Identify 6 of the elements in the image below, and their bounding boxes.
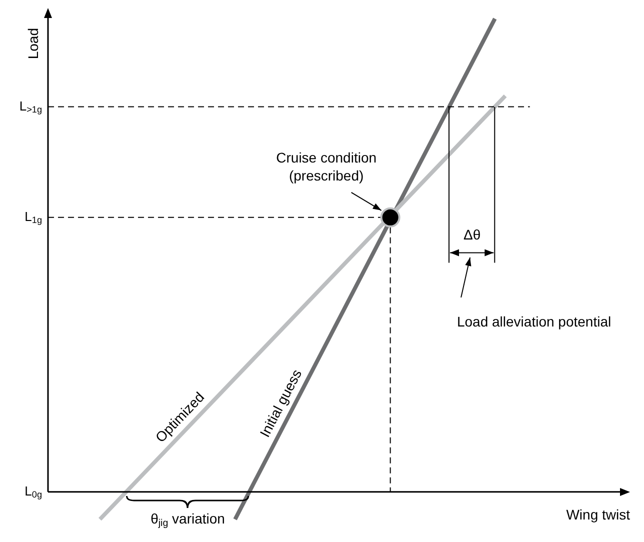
- y-axis-title: Load: [24, 28, 41, 60]
- annotation: Cruise condition (prescribed): [276, 149, 377, 184]
- annotation: Load alleviation potential: [456, 313, 612, 330]
- text: Initial guess: [256, 366, 305, 440]
- x-axis-title: Wing twist: [566, 506, 630, 523]
- annotation: Δθ: [463, 226, 481, 242]
